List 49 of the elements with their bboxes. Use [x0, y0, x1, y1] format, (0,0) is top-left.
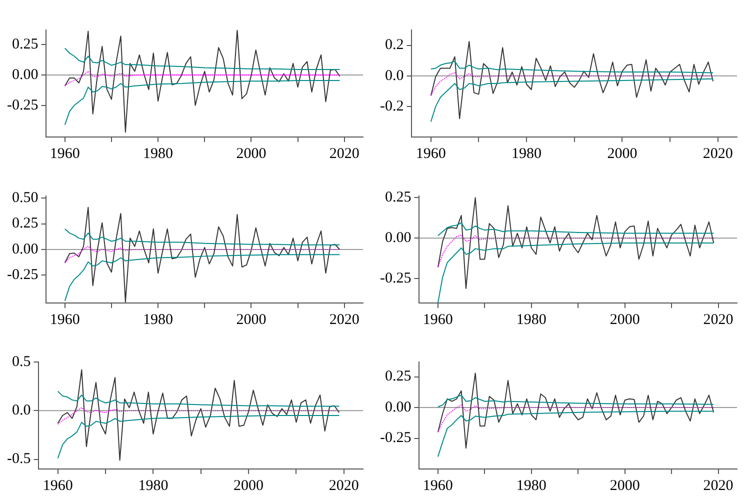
text: 0.50: [12, 190, 38, 206]
x-tick-label: 2000: [610, 478, 640, 494]
x-tick-label: 1980: [516, 312, 546, 328]
x-tick-label: 2020: [329, 312, 360, 328]
y-tick-label: -0.2: [380, 98, 404, 114]
line-series: [437, 234, 714, 268]
x-tick-label: 1960: [50, 146, 80, 162]
x-tick-label: 1980: [516, 478, 546, 494]
text: 0.00: [12, 66, 38, 83]
x-tick-label: 2000: [610, 312, 640, 328]
text: 0.00: [384, 399, 412, 416]
y-tick-label: 0.5: [12, 354, 31, 370]
line-series: [437, 404, 714, 433]
line-series: [57, 407, 340, 425]
x-tick-label: 2000: [236, 312, 266, 328]
x-tick-label: 1980: [143, 312, 174, 328]
y-tick-label: -0.25: [6, 267, 38, 284]
text: 0.0: [12, 402, 31, 419]
y-tick-label: 0.25: [384, 368, 412, 385]
x-tick-label: 1960: [422, 312, 453, 328]
y-tick-label: -0.25: [6, 97, 38, 114]
x-tick-label: 2000: [234, 478, 264, 494]
line-series: [430, 72, 714, 96]
y-tick-label: 0.25: [384, 190, 412, 206]
y-tick-label: 0.25: [12, 216, 38, 232]
x-tick-label: 1980: [512, 146, 542, 162]
text: 0.00: [12, 241, 38, 258]
x-tick-label: 1980: [143, 146, 174, 162]
y-tick-label: 0.25: [12, 36, 38, 53]
x-tick-label: 1960: [416, 146, 446, 162]
x-tick-label: 1980: [138, 478, 168, 494]
line-series: [64, 246, 340, 264]
x-tick-label: 1960: [42, 478, 73, 494]
x-tick-label: 1960: [422, 478, 453, 494]
y-tick-label: -0.25: [380, 430, 412, 446]
x-tick-label: 2000: [607, 146, 638, 162]
x-tick-label: 2020: [329, 146, 360, 162]
y-tick-label: -0.5: [6, 451, 31, 468]
text: 0.0: [384, 68, 404, 84]
x-tick-label: 2020: [328, 478, 359, 494]
x-tick-label: 2000: [236, 146, 266, 162]
x-tick-label: 2020: [703, 478, 734, 494]
x-tick-label: 1960: [50, 312, 80, 328]
text: 0.00: [384, 230, 412, 246]
x-tick-label: 2020: [703, 312, 734, 328]
y-tick-label: -0.25: [380, 270, 412, 287]
x-tick-label: 2020: [702, 146, 733, 162]
y-tick-label: 0.2: [384, 37, 404, 54]
line-series: [64, 70, 340, 86]
